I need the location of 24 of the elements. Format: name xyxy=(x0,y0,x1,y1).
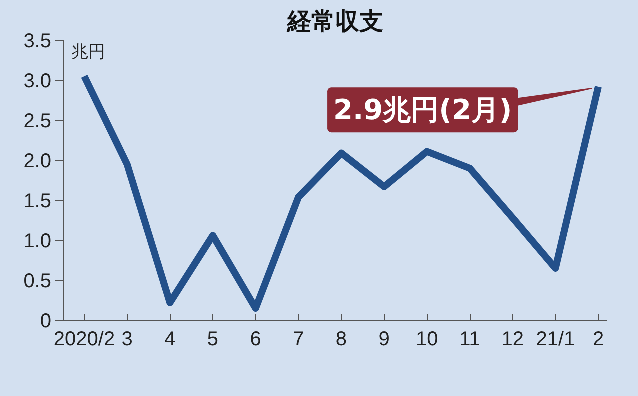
x-tick-label: 21/1 xyxy=(536,328,576,350)
y-tick-label: 1.5 xyxy=(24,190,52,212)
x-tick-label: 2 xyxy=(592,328,604,350)
y-tick-label: 3.5 xyxy=(24,30,52,52)
x-tick-label: 11 xyxy=(460,328,480,350)
x-tick-label: 5 xyxy=(207,328,219,350)
x-tick-label: 8 xyxy=(336,328,348,350)
x-tick-label: 10 xyxy=(416,328,438,350)
y-tick-label: 0 xyxy=(40,310,52,332)
chart-title: 経常収支 xyxy=(286,8,384,36)
y-tick-label: 2.0 xyxy=(24,150,52,172)
y-axis-title: 兆円 xyxy=(72,42,106,62)
x-tick-label: 7 xyxy=(293,328,304,350)
x-tick-label: 2020/2 xyxy=(54,328,116,350)
y-tick-label: 2.5 xyxy=(24,110,52,132)
x-tick-label: 3 xyxy=(122,328,133,350)
x-tick-label: 4 xyxy=(164,328,176,350)
x-tick-label: 6 xyxy=(250,328,262,350)
x-tick-label: 12 xyxy=(502,328,524,350)
annotation: 2.9兆円(2月) xyxy=(334,94,512,127)
y-tick-label: 3.0 xyxy=(24,70,52,92)
x-tick-label: 9 xyxy=(378,328,390,350)
y-tick-label: 0.5 xyxy=(24,270,52,292)
y-tick-label: 1.0 xyxy=(24,230,52,252)
